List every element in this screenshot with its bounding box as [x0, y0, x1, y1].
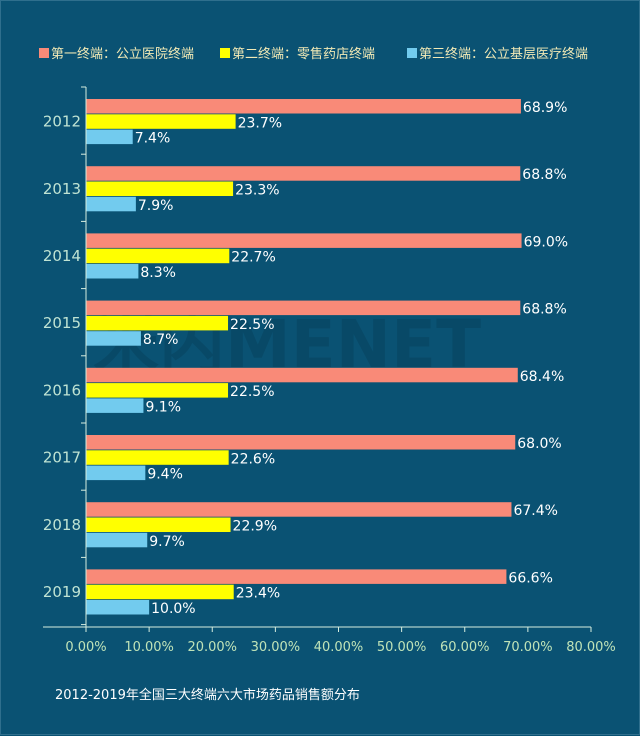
- legend: 第一终端：公立医院终端 第二终端：零售药店终端 第三终端：公立基层医疗终端: [39, 46, 588, 62]
- x-tick-label: 20.00%: [187, 640, 237, 655]
- bar-2015-series-1: [86, 300, 521, 316]
- value-label-2015-series-2: 22.5%: [230, 317, 274, 333]
- legend-swatch-2: [220, 48, 230, 58]
- y-tick-label-2019: 2019: [43, 583, 81, 601]
- value-label-2018-series-3: 9.7%: [149, 534, 185, 550]
- value-label-2017-series-3: 9.4%: [147, 467, 183, 483]
- legend-swatch-1: [39, 48, 49, 58]
- bar-2013-series-1: [86, 166, 521, 181]
- value-label-2019-series-2: 23.4%: [236, 586, 280, 602]
- bars: [86, 99, 522, 615]
- bar-2018-series-2: [86, 517, 231, 532]
- y-tick-label-2016: 2016: [43, 381, 81, 399]
- bar-2012-series-2: [86, 114, 236, 129]
- bar-2019-series-3: [86, 600, 150, 615]
- value-label-2013-series-3: 7.9%: [138, 198, 174, 214]
- value-label-2018-series-1: 67.4%: [513, 503, 557, 519]
- bar-2014-series-3: [86, 264, 139, 279]
- axes: 0.00% 10.00% 20.00% 30.00% 40.00% 50.00% 60.00…: [43, 86, 616, 655]
- value-label-2014-series-1: 69.0%: [524, 234, 568, 250]
- bar-2016-series-3: [86, 398, 144, 413]
- value-label-2019-series-3: 10.0%: [151, 601, 195, 617]
- bar-2012-series-3: [86, 129, 133, 145]
- y-tick-label-2014: 2014: [43, 247, 81, 265]
- x-tick-label: 80.00%: [566, 640, 616, 655]
- legend-label-1: 第一终端：公立医院终端: [51, 46, 194, 62]
- bar-2016-series-2: [86, 383, 229, 398]
- value-label-2019-series-1: 66.6%: [508, 570, 552, 586]
- legend-label-2: 第二终端：零售药店终端: [232, 46, 375, 62]
- y-tick-label-2017: 2017: [43, 449, 81, 467]
- value-label-2018-series-2: 22.9%: [233, 519, 277, 535]
- x-tick-label: 10.00%: [124, 640, 174, 655]
- chart-caption: 2012-2019年全国三大终端六大市场药品销售额分布: [55, 687, 360, 703]
- value-label-2012-series-1: 68.9%: [523, 100, 567, 116]
- x-tick-label: 50.00%: [377, 640, 427, 655]
- y-tick-label-2015: 2015: [43, 314, 81, 332]
- bar-2013-series-2: [86, 181, 234, 196]
- value-label-2015-series-1: 68.8%: [522, 302, 566, 318]
- bar-2018-series-1: [86, 502, 512, 517]
- bar-2014-series-1: [86, 233, 522, 248]
- bar-2016-series-1: [86, 367, 518, 383]
- x-tick-label: 30.00%: [251, 640, 301, 655]
- y-tick-label-2013: 2013: [43, 180, 81, 198]
- value-label-2012-series-3: 7.4%: [135, 131, 171, 147]
- value-label-2017-series-1: 68.0%: [517, 436, 561, 452]
- value-label-2016-series-3: 9.1%: [145, 399, 181, 415]
- legend-swatch-3: [407, 48, 417, 58]
- value-label-2013-series-1: 68.8%: [522, 167, 566, 183]
- bar-2015-series-3: [86, 331, 141, 346]
- bar-2014-series-2: [86, 248, 230, 264]
- bar-2018-series-3: [86, 532, 148, 548]
- x-tick-label: 60.00%: [440, 640, 490, 655]
- value-labels: 68.9% 23.7% 7.4% 2012 68.8% 23.3% 7.9% 2013 69.0…: [43, 100, 568, 617]
- value-label-2012-series-2: 23.7%: [238, 115, 282, 131]
- bar-2019-series-1: [86, 569, 507, 584]
- legend-label-3: 第三终端：公立基层医疗终端: [419, 46, 588, 62]
- x-tick-label: 70.00%: [503, 640, 553, 655]
- bar-2017-series-1: [86, 435, 516, 450]
- value-label-2015-series-3: 8.7%: [143, 332, 179, 348]
- value-label-2016-series-2: 22.5%: [230, 384, 274, 400]
- y-tick-label-2012: 2012: [43, 113, 81, 131]
- value-label-2013-series-2: 23.3%: [235, 183, 279, 199]
- bar-2012-series-1: [86, 99, 521, 114]
- bar-2015-series-2: [86, 315, 229, 331]
- value-label-2017-series-2: 22.6%: [231, 451, 275, 467]
- bar-2013-series-3: [86, 196, 136, 212]
- x-tick-label: 40.00%: [314, 640, 364, 655]
- value-label-2016-series-1: 68.4%: [520, 369, 564, 385]
- bar-2019-series-2: [86, 584, 234, 600]
- value-label-2014-series-3: 8.3%: [140, 265, 176, 281]
- x-tick-label: 0.00%: [65, 640, 106, 655]
- y-tick-label-2018: 2018: [43, 516, 81, 534]
- bar-2017-series-3: [86, 465, 146, 481]
- bar-2017-series-2: [86, 450, 229, 465]
- value-label-2014-series-2: 22.7%: [231, 250, 275, 266]
